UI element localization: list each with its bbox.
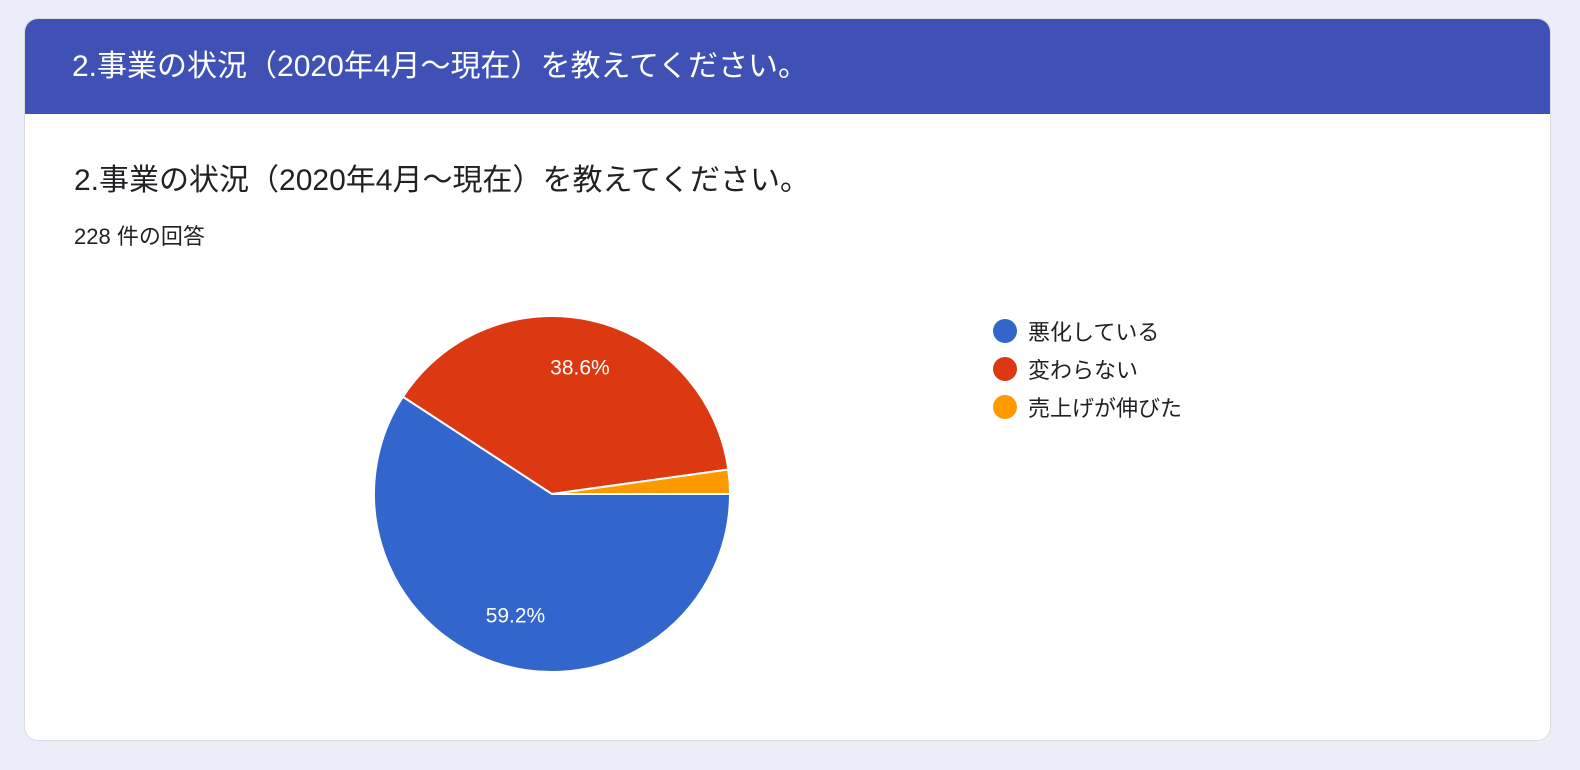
- legend-label: 売上げが伸びた: [1028, 396, 1183, 421]
- legend-item-1[interactable]: 変わらない: [993, 350, 1182, 388]
- card-header-title: 2.事業の状況（2020年4月〜現在）を教えてください。: [25, 19, 1550, 114]
- pie-chart: 59.2% 38.6%: [373, 315, 732, 673]
- legend-label: 変わらない: [1028, 358, 1139, 383]
- response-count: 228 件の回答: [74, 224, 205, 249]
- legend-label: 悪化している: [1028, 320, 1160, 345]
- legend-item-0[interactable]: 悪化している: [993, 312, 1182, 350]
- question-title: 2.事業の状況（2020年4月〜現在）を教えてください。: [74, 164, 811, 197]
- pie-slice-2[interactable]: [551, 468, 732, 495]
- pie-slice-label-1: 38.6%: [550, 356, 610, 379]
- legend-item-2[interactable]: 売上げが伸びた: [993, 388, 1182, 426]
- legend-swatch-icon: [993, 319, 1017, 343]
- pie-slice-label-0: 59.2%: [486, 604, 546, 627]
- legend-swatch-icon: [993, 395, 1017, 419]
- pie-slice-0[interactable]: [373, 395, 732, 673]
- chart-card: 2.事業の状況（2020年4月〜現在）を教えてください。 2.事業の状況（202…: [24, 18, 1551, 741]
- chart-legend: 悪化している 変わらない売上げが伸びた: [993, 312, 1182, 426]
- pie-slice-1[interactable]: [401, 315, 730, 496]
- legend-swatch-icon: [993, 357, 1017, 381]
